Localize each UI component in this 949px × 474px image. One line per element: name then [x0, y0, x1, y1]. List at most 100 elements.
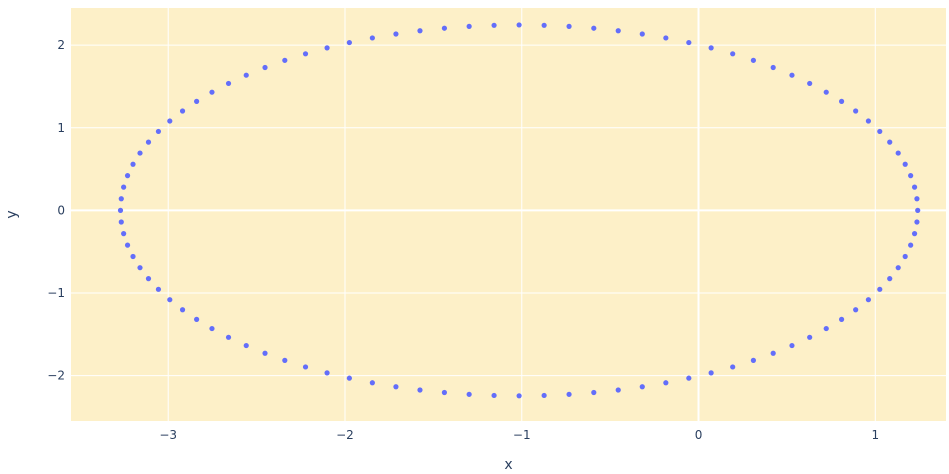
data-point — [566, 23, 572, 29]
data-point — [911, 231, 918, 237]
data-point — [865, 118, 872, 124]
data-point — [167, 118, 173, 124]
data-point — [369, 35, 375, 41]
data-point — [130, 253, 136, 260]
data-point — [823, 89, 829, 95]
data-point — [441, 25, 448, 31]
data-point — [417, 28, 423, 34]
data-point — [853, 108, 859, 114]
data-point — [615, 387, 621, 393]
data-point — [118, 196, 124, 202]
data-point — [566, 391, 572, 397]
data-points — [117, 22, 921, 399]
data-point — [117, 207, 124, 213]
y-tick-label: −2 — [47, 369, 65, 383]
data-point — [130, 161, 136, 167]
data-point — [838, 316, 845, 322]
data-point — [615, 28, 621, 34]
data-point — [823, 325, 829, 332]
data-point — [708, 370, 714, 376]
data-point — [853, 307, 859, 313]
x-tick-label: −3 — [159, 428, 177, 442]
data-point — [302, 364, 309, 370]
data-point — [324, 370, 330, 376]
data-point — [179, 108, 186, 114]
y-tick-label: 1 — [57, 121, 65, 135]
data-point — [516, 22, 522, 28]
data-point — [770, 350, 776, 356]
data-point — [730, 364, 736, 370]
data-point — [155, 128, 162, 135]
data-point — [194, 316, 200, 322]
data-point — [516, 393, 522, 399]
data-point — [209, 325, 215, 332]
data-point — [145, 139, 152, 145]
data-point — [121, 231, 127, 237]
data-point — [908, 173, 914, 179]
grid-lines — [71, 8, 946, 421]
data-point — [155, 286, 162, 292]
data-point — [393, 384, 399, 390]
data-point — [914, 196, 920, 202]
data-point — [124, 242, 131, 248]
data-point — [639, 31, 645, 37]
data-point — [145, 276, 152, 282]
data-point — [591, 25, 597, 31]
x-axis-ticks: −3 −2 −1 0 1 — [159, 428, 879, 442]
data-point — [902, 161, 908, 167]
data-point — [663, 35, 669, 41]
data-point — [895, 265, 901, 271]
data-point — [750, 357, 757, 363]
data-point — [789, 342, 795, 349]
data-point — [194, 98, 200, 104]
data-point — [730, 51, 736, 57]
data-point — [895, 150, 901, 156]
data-point — [708, 45, 714, 51]
x-tick-label: 0 — [695, 428, 703, 442]
data-point — [591, 389, 597, 396]
data-point — [121, 184, 127, 190]
data-point — [225, 334, 232, 340]
data-point — [324, 45, 330, 51]
x-tick-label: −1 — [513, 428, 531, 442]
data-point — [491, 392, 497, 399]
data-point — [466, 391, 472, 397]
data-point — [262, 350, 268, 356]
data-point — [262, 64, 268, 71]
data-point — [807, 334, 813, 340]
data-point — [225, 80, 232, 87]
data-point — [369, 380, 375, 386]
data-point — [346, 375, 352, 381]
x-tick-label: 1 — [871, 428, 879, 442]
data-point — [639, 384, 645, 390]
data-point — [124, 173, 131, 179]
y-tick-label: 0 — [57, 203, 65, 217]
y-tick-label: −1 — [47, 286, 65, 300]
data-point — [914, 219, 920, 225]
data-point — [118, 219, 124, 225]
data-point — [770, 64, 776, 71]
data-point — [686, 39, 692, 46]
data-point — [346, 39, 352, 46]
data-point — [877, 128, 883, 135]
data-point — [441, 389, 448, 396]
data-point — [179, 307, 186, 313]
y-tick-label: 2 — [57, 38, 65, 52]
data-point — [865, 297, 872, 303]
data-point — [887, 276, 893, 282]
data-point — [877, 286, 883, 292]
data-point — [902, 253, 908, 260]
data-point — [466, 23, 472, 29]
data-point — [887, 139, 893, 145]
data-point — [915, 207, 921, 213]
data-point — [243, 342, 249, 349]
data-point — [282, 357, 288, 363]
data-point — [838, 98, 845, 104]
data-point — [789, 72, 795, 78]
data-point — [541, 392, 547, 399]
data-point — [167, 297, 173, 303]
data-point — [302, 51, 309, 57]
data-point — [243, 72, 249, 78]
